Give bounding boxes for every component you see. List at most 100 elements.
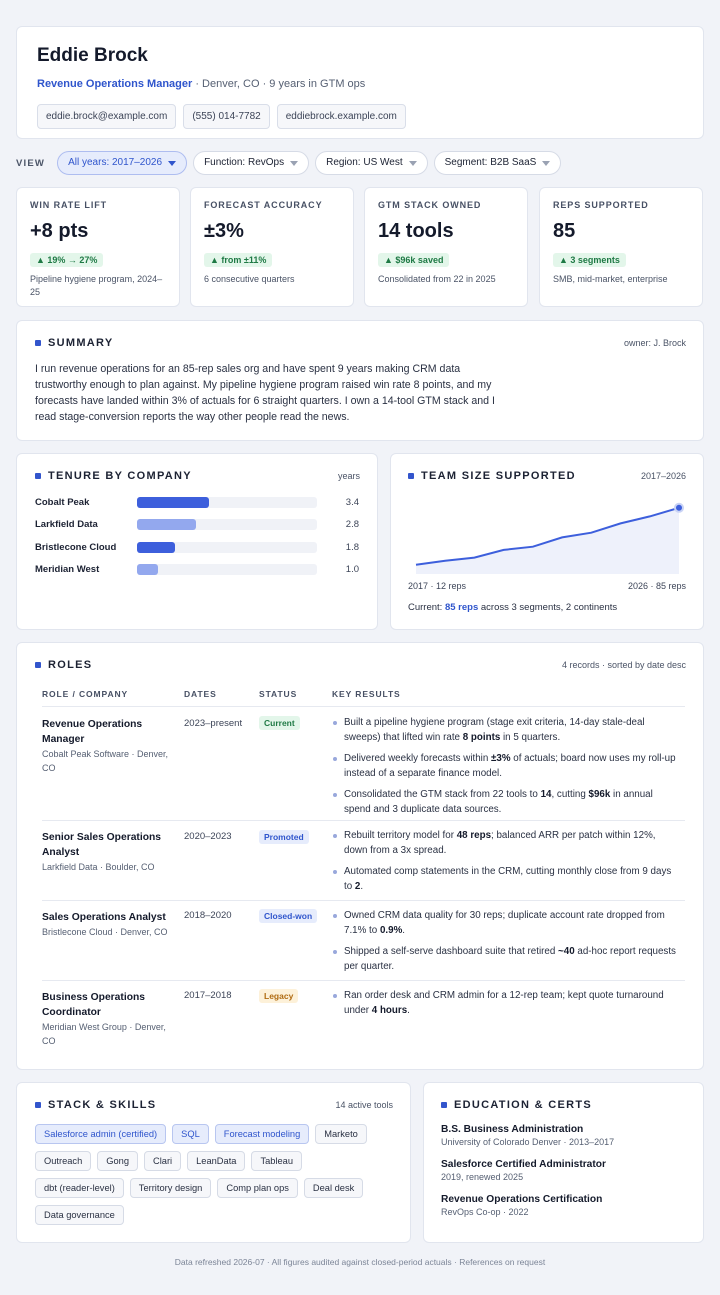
filter-years-label: All years: 2017–2026 [68, 157, 163, 168]
kpi-value: ±3% [204, 220, 244, 242]
profile-name: Eddie Brock [37, 45, 148, 66]
summary-section: SUMMARY owner: J. Brock I run revenue op… [16, 320, 704, 441]
summary-owner: owner: J. Brock [623, 338, 686, 348]
bar-value-label: 1.0 [345, 564, 359, 576]
profile-header: Eddie Brock Revenue Operations Manager ·… [16, 26, 704, 139]
tenure-bars: Cobalt Peak 3.4 Larkfield Data 2.8 Bristleco… [35, 491, 359, 581]
roles-meta: 4 records · sorted by date desc [561, 660, 686, 670]
result-item: Built a pipeline hygiene program (stage … [332, 716, 680, 745]
role-results: Ran order desk and CRM admin for a 12-re… [332, 989, 680, 1025]
result-item: Consolidated the GTM stack from 22 tools… [332, 788, 680, 817]
bar-track [137, 564, 317, 576]
team-size-plot [415, 502, 684, 574]
result-item: Automated comp statements in the CRM, cu… [332, 865, 680, 894]
tenure-chart: TENURE BY COMPANY years Cobalt Peak 3.4 La… [16, 453, 378, 630]
role-dates: 2023–present [184, 718, 243, 729]
role-org: Larkfield Data · Boulder, CO [42, 862, 155, 872]
skill-tag: Clari [144, 1151, 182, 1171]
filter-function[interactable]: Function: RevOps [193, 151, 310, 175]
filter-region-label: Region: US West [326, 157, 403, 168]
tenure-bar-row: Larkfield Data 2.8 [35, 514, 359, 537]
view-label: VIEW [16, 157, 46, 169]
filter-function-label: Function: RevOps [204, 157, 285, 168]
team-range: 2017–2026 [640, 471, 686, 481]
role-dates: 2017–2018 [184, 990, 232, 1001]
contact-phone[interactable]: (555) 014-7782 [183, 104, 270, 129]
role-results: Rebuilt territory model for 48 reps; bal… [332, 829, 680, 901]
kpi-value: 85 [553, 220, 576, 242]
tenure-bar [137, 519, 197, 531]
skill-tag: Marketo [315, 1124, 367, 1144]
bar-category-label: Bristlecone Cloud [35, 541, 117, 553]
kpi-label: FORECAST ACCURACY [204, 200, 323, 210]
col-header-results: KEY RESULTS [332, 689, 401, 699]
kpi-delta-badge: ▲ $96k saved [378, 253, 450, 267]
result-item: Shipped a self-serve dashboard suite tha… [332, 945, 680, 974]
status-badge: Legacy [259, 989, 299, 1003]
education-item-title: Revenue Operations Certification [441, 1194, 603, 1205]
chevron-down-icon [542, 160, 551, 166]
kpi-win-rate: WIN RATE LIFT +8 pts ▲ 19% → 27% Pipelin… [16, 187, 180, 307]
kpi-label: GTM STACK OWNED [378, 200, 482, 210]
tenure-bar [137, 496, 209, 508]
education-item-title: Salesforce Certified Administrator [441, 1159, 606, 1170]
tenure-bar-row: Bristlecone Cloud 1.8 [35, 536, 359, 559]
profile-subtitle: Revenue Operations Manager · Denver, CO … [37, 78, 683, 90]
status-badge: Promoted [259, 830, 309, 844]
stack-section: STACK & SKILLS 14 active tools Salesforc… [16, 1082, 411, 1243]
education-item: B.S. Business Administration University … [441, 1124, 686, 1147]
bar-value-label: 3.4 [345, 496, 359, 508]
skill-tag: Data governance [35, 1205, 124, 1225]
stack-meta: 14 active tools [335, 1100, 393, 1110]
role-results: Built a pipeline hygiene program (stage … [332, 716, 680, 824]
roles-title: ROLES [35, 659, 685, 671]
bar-category-label: Larkfield Data [35, 519, 98, 531]
status-badge: Current [259, 716, 300, 730]
bar-category-label: Cobalt Peak [35, 496, 90, 508]
education-item: Salesforce Certified Administrator 2019,… [441, 1159, 686, 1182]
skill-tag: Comp plan ops [217, 1178, 298, 1198]
roles-section: ROLES 4 records · sorted by date desc RO… [16, 642, 704, 1070]
education-item-sub: University of Colorado Denver · 2013–201… [441, 1137, 615, 1147]
skill-tag: SQL [172, 1124, 209, 1144]
summary-text: I run revenue operations for an 85-rep s… [35, 363, 495, 423]
team-latest-point [674, 502, 684, 513]
filter-years[interactable]: All years: 2017–2026 [57, 151, 188, 175]
kpi-value: 14 tools [378, 220, 454, 242]
role-org: Cobalt Peak Software · Denver, CO [42, 749, 169, 773]
bar-category-label: Meridian West [35, 564, 100, 576]
contact-email[interactable]: eddie.brock@example.com [37, 104, 177, 129]
contact-list: eddie.brock@example.com (555) 014-7782 e… [37, 104, 683, 129]
role-title: Business Operations Coordinator [42, 992, 145, 1018]
bar-track [137, 541, 317, 553]
team-title: TEAM SIZE SUPPORTED [408, 470, 686, 482]
table-row: Sales Operations Analyst Bristlecone Clo… [42, 900, 685, 980]
view-filters: VIEW All years: 2017–2026 Function: RevO… [16, 151, 562, 175]
bar-track [137, 496, 317, 508]
filter-region[interactable]: Region: US West [315, 151, 428, 175]
team-current-suffix: across 3 segments, 2 continents [478, 602, 618, 613]
kpi-delta-badge: ▲ from ±11% [204, 253, 273, 267]
bar-value-label: 2.8 [345, 519, 359, 531]
profile-role: Revenue Operations Manager [37, 78, 193, 90]
kpi-label: REPS SUPPORTED [553, 200, 649, 210]
kpi-note: 6 consecutive quarters [204, 274, 295, 284]
team-current-prefix: Current: [408, 602, 445, 613]
result-item: Rebuilt territory model for 48 reps; bal… [332, 829, 680, 858]
filter-segment[interactable]: Segment: B2B SaaS [433, 151, 562, 175]
education-section: EDUCATION & CERTS B.S. Business Administ… [423, 1082, 704, 1243]
skill-tag: dbt (reader-level) [35, 1178, 124, 1198]
kpi-forecast-accuracy: FORECAST ACCURACY ±3% ▲ from ±11% 6 cons… [190, 187, 354, 307]
kpi-gtm-stack: GTM STACK OWNED 14 tools ▲ $96k saved Co… [364, 187, 528, 307]
result-item: Ran order desk and CRM admin for a 12-re… [332, 989, 680, 1018]
table-row: Revenue Operations Manager Cobalt Peak S… [42, 706, 685, 835]
skill-tag: LeanData [187, 1151, 246, 1171]
role-title: Sales Operations Analyst [42, 912, 166, 923]
kpi-note: Consolidated from 22 in 2025 [378, 274, 496, 284]
skill-tag: Deal desk [303, 1178, 364, 1198]
contact-website[interactable]: eddiebrock.example.com [276, 104, 406, 129]
summary-title: SUMMARY [35, 337, 685, 349]
education-item: Revenue Operations Certification RevOps … [441, 1194, 686, 1217]
team-size-chart: TEAM SIZE SUPPORTED 2017–2026 2017 · 12 … [390, 453, 704, 630]
skill-tags: Salesforce admin (certified) SQL Forecast … [35, 1124, 395, 1225]
